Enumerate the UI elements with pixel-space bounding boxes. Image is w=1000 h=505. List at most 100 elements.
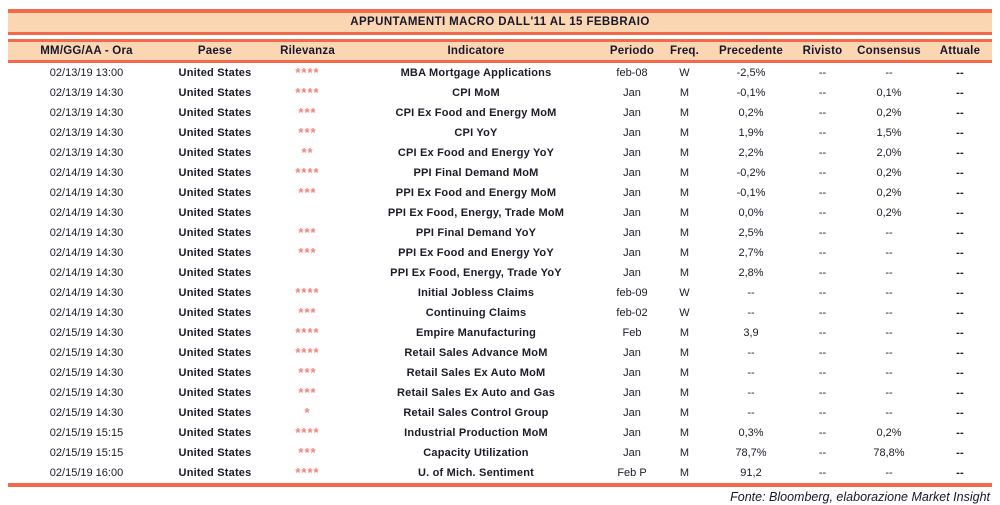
- cell-indicatore: PPI Final Demand MoM: [413, 167, 539, 179]
- cell-indicatore: Capacity Utilization: [423, 447, 529, 459]
- cell-freq: M: [679, 247, 690, 259]
- cell-date: 02/13/19 14:30: [49, 87, 124, 99]
- cell-paese: United States: [178, 347, 252, 359]
- cell-indicatore: Retail Sales Ex Auto MoM: [406, 367, 546, 379]
- cell-periodo: Jan: [623, 187, 641, 199]
- cell-rivisto: --: [818, 427, 827, 439]
- cell-rivisto: --: [818, 287, 827, 299]
- cell-precedente: -0,1%: [736, 87, 766, 99]
- cell-periodo: Jan: [623, 167, 641, 179]
- cell-attuale: --: [956, 427, 964, 439]
- cell-indicatore: U. of Mich. Sentiment: [417, 467, 535, 479]
- cell-periodo: Jan: [623, 427, 641, 439]
- cell-rilevanza: ****: [295, 285, 320, 300]
- cell-indicatore: CPI YoY: [454, 127, 498, 139]
- cell-freq: M: [679, 467, 690, 479]
- cell-paese: United States: [178, 467, 252, 479]
- table-row: 02/14/19 14:30 United States PPI Ex Food, …: [8, 203, 992, 223]
- cell-rivisto: --: [818, 327, 827, 339]
- cell-date: 02/14/19 14:30: [49, 267, 124, 279]
- cell-rivisto: --: [818, 147, 827, 159]
- cell-attuale: --: [956, 467, 964, 479]
- cell-date: 02/15/19 16:00: [49, 467, 124, 479]
- cell-periodo: Jan: [623, 147, 641, 159]
- cell-precedente: 2,5%: [738, 227, 764, 239]
- cell-attuale: --: [956, 107, 964, 119]
- table-row: 02/14/19 14:30 United States PPI Ex Food, …: [8, 263, 992, 283]
- cell-consensus: --: [885, 407, 893, 419]
- cell-precedente: 91,2: [740, 467, 762, 479]
- cell-freq: M: [679, 447, 690, 459]
- table-row: 02/15/19 16:00 United States **** U. of Mic…: [8, 463, 992, 483]
- cell-date: 02/14/19 14:30: [49, 307, 124, 319]
- cell-consensus: --: [885, 267, 893, 279]
- cell-consensus: 0,2%: [876, 167, 902, 179]
- cell-paese: United States: [178, 327, 252, 339]
- cell-periodo: Jan: [623, 347, 641, 359]
- column-header-periodo: Periodo: [602, 39, 662, 63]
- cell-freq: M: [679, 367, 690, 379]
- cell-date: 02/14/19 14:30: [49, 167, 124, 179]
- table-area: APPUNTAMENTI MACRO DALL'11 AL 15 FEBBRAI…: [8, 9, 992, 504]
- cell-consensus: --: [885, 347, 893, 359]
- cell-precedente: 0,3%: [738, 427, 764, 439]
- cell-rilevanza: ****: [295, 165, 320, 180]
- cell-freq: M: [679, 327, 690, 339]
- column-header-rivisto: Rivisto: [795, 39, 850, 63]
- cell-rivisto: --: [818, 407, 827, 419]
- table-row: 02/13/19 14:30 United States ** CPI Ex Food…: [8, 143, 992, 163]
- cell-freq: M: [679, 167, 690, 179]
- cell-consensus: --: [885, 247, 893, 259]
- cell-periodo: Jan: [623, 107, 641, 119]
- cell-freq: M: [679, 427, 690, 439]
- cell-attuale: --: [956, 347, 964, 359]
- cell-indicatore: MBA Mortgage Applications: [400, 67, 552, 79]
- cell-freq: M: [679, 387, 690, 399]
- cell-rivisto: --: [818, 187, 827, 199]
- cell-date: 02/14/19 14:30: [49, 207, 124, 219]
- cell-precedente: --: [747, 347, 755, 359]
- column-header-indicatore: Indicatore: [350, 39, 602, 63]
- cell-paese: United States: [178, 427, 252, 439]
- cell-rilevanza: *: [304, 405, 311, 420]
- cell-indicatore: PPI Ex Food, Energy, Trade YoY: [390, 267, 562, 279]
- cell-consensus: 0,2%: [876, 427, 902, 439]
- cell-periodo: Feb: [622, 327, 642, 339]
- cell-consensus: --: [885, 367, 893, 379]
- cell-rivisto: --: [818, 367, 827, 379]
- cell-consensus: --: [885, 67, 893, 79]
- cell-indicatore: CPI Ex Food and Energy MoM: [395, 107, 557, 119]
- table-row: 02/15/19 15:15 United States **** Industria…: [8, 423, 992, 443]
- cell-date: 02/15/19 14:30: [49, 347, 124, 359]
- cell-periodo: Jan: [623, 367, 641, 379]
- table-row: 02/14/19 14:30 United States *** PPI Final …: [8, 223, 992, 243]
- cell-paese: United States: [178, 167, 252, 179]
- table-row: 02/15/19 14:30 United States **** Empire Ma…: [8, 323, 992, 343]
- cell-rivisto: --: [818, 447, 827, 459]
- column-header-paese: Paese: [165, 39, 265, 63]
- table-row: 02/14/19 14:30 United States **** Initial J…: [8, 283, 992, 303]
- cell-precedente: 2,8%: [738, 267, 764, 279]
- cell-indicatore: PPI Final Demand YoY: [415, 227, 537, 239]
- cell-indicatore: PPI Ex Food, Energy, Trade MoM: [387, 207, 565, 219]
- cell-date: 02/15/19 14:30: [49, 367, 124, 379]
- cell-rivisto: --: [818, 67, 827, 79]
- cell-rilevanza: ***: [298, 185, 317, 200]
- cell-attuale: --: [956, 447, 964, 459]
- cell-date: 02/13/19 14:30: [49, 107, 124, 119]
- cell-attuale: --: [956, 187, 964, 199]
- cell-freq: M: [679, 187, 690, 199]
- cell-rilevanza: ***: [298, 125, 317, 140]
- cell-paese: United States: [178, 207, 252, 219]
- cell-rivisto: --: [818, 87, 827, 99]
- source-note: Fonte: Bloomberg, elaborazione Market In…: [730, 490, 990, 504]
- cell-date: 02/14/19 14:30: [49, 287, 124, 299]
- cell-attuale: --: [956, 267, 964, 279]
- cell-rilevanza: ***: [298, 445, 317, 460]
- cell-precedente: --: [747, 287, 755, 299]
- cell-paese: United States: [178, 127, 252, 139]
- cell-consensus: --: [885, 467, 893, 479]
- cell-rivisto: --: [818, 247, 827, 259]
- cell-precedente: -2,5%: [736, 67, 766, 79]
